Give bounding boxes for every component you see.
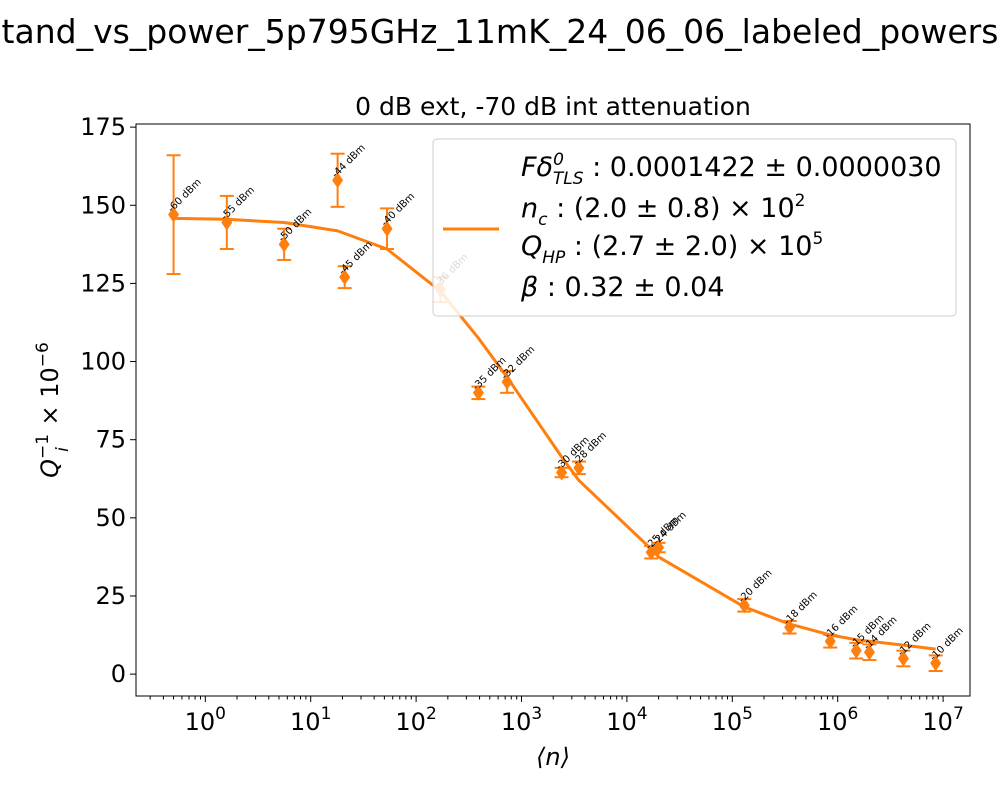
legend-line-ftls: Fδ0 TLS : 0.0001422 ± 0.0000030 (521, 150, 942, 189)
diamond-marker (278, 236, 290, 253)
y-tick-label: 50 (95, 504, 126, 532)
legend-line-nc: nc : (2.0 ± 0.8) × 102 (521, 191, 805, 230)
y-axis-label-sub: i (53, 447, 73, 452)
legend-nc-value: : (2.0 ± 0.8) × 10 (547, 193, 794, 224)
diamond-marker (738, 597, 750, 614)
x-tick-label: 100 (185, 704, 226, 736)
diamond-marker (930, 655, 942, 672)
y-axis: 0 25 50 75 100 125 150 175 (80, 113, 136, 688)
diamond-marker (824, 633, 836, 650)
x-tick-label: 102 (395, 704, 436, 736)
legend-ftls-main: Fδ (521, 152, 553, 183)
y-tick-label: 75 (95, 426, 126, 454)
diamond-marker (556, 464, 568, 481)
y-axis-label-tail-sup: −6 (33, 342, 53, 367)
legend-beta-main: β (520, 272, 538, 303)
y-axis-label-main: Q (36, 459, 64, 478)
y-axis-label-tail: × 10 (36, 367, 64, 433)
diamond-marker (897, 650, 909, 667)
x-tick-label: 104 (606, 704, 647, 736)
legend-line-qhp: QHP : (2.7 ± 2.0) × 105 (521, 229, 823, 268)
diamond-marker (653, 539, 665, 556)
y-tick-label: 150 (80, 191, 126, 219)
point-label: -10 dBm (928, 625, 966, 663)
x-tick-label: 106 (817, 704, 858, 736)
legend-qhp-main: Q (521, 231, 542, 262)
point-label: -12 dBm (896, 621, 934, 659)
data-point: -40 dBm (379, 191, 417, 251)
diamond-marker (850, 642, 862, 659)
point-label: -40 dBm (379, 191, 417, 229)
legend-qhp-exp: 5 (812, 229, 823, 249)
x-tick-label: 103 (501, 704, 542, 736)
diamond-marker (863, 644, 875, 661)
point-label: -24 dBm (651, 510, 689, 548)
legend-box (432, 138, 957, 317)
diamond-marker (501, 373, 513, 390)
x-axis-label: ⟨n⟩ (536, 743, 570, 771)
diamond-marker (381, 220, 393, 237)
fit-curve (173, 216, 936, 651)
x-tick-label: 107 (922, 704, 963, 736)
legend-line-beta: β : 0.32 ± 0.04 (520, 272, 725, 303)
x-axis: 100 101 102 103 104 105 106 107 (149, 696, 964, 736)
data-point: -60 dBm (166, 154, 204, 276)
y-axis-label: Q−1i × 10−6 (33, 342, 73, 478)
diamond-marker (221, 214, 233, 231)
data-point: -50 dBm (277, 207, 314, 261)
point-label: -55 dBm (219, 185, 257, 223)
point-label: -20 dBm (737, 568, 775, 606)
point-label: -45 dBm (337, 239, 375, 277)
diamond-marker (573, 459, 585, 476)
data-point: -20 dBm (737, 568, 775, 614)
legend-ftls-sup: 0 (553, 150, 564, 170)
y-axis-label-sup: −1 (33, 434, 53, 459)
data-point: -55 dBm (219, 185, 257, 251)
legend-beta-value: : 0.32 ± 0.04 (538, 272, 724, 303)
data-point: -45 dBm (337, 239, 375, 290)
legend-ftls-sub: TLS (553, 169, 584, 189)
legend-qhp-sub: HP (542, 248, 566, 268)
y-tick-label: 125 (80, 269, 126, 297)
point-label: -18 dBm (782, 590, 820, 628)
legend-nc-sub: c (538, 210, 548, 230)
diamond-marker (168, 206, 180, 223)
legend-nc-main: n (521, 193, 538, 224)
y-tick-label: 25 (95, 582, 126, 610)
legend-qhp-value: : (2.7 ± 2.0) × 10 (565, 231, 812, 262)
chart-title: 0 dB ext, -70 dB int attenuation (355, 92, 751, 121)
diamond-marker (339, 269, 351, 286)
diamond-marker (784, 619, 796, 636)
y-tick-label: 175 (80, 113, 126, 141)
data-point: -32 dBm (499, 344, 537, 394)
point-label: -60 dBm (166, 177, 204, 215)
diamond-marker (332, 172, 344, 189)
legend: Fδ0 TLS : 0.0001422 ± 0.0000030 nc : (2.0… (432, 138, 957, 317)
x-tick-label: 105 (712, 704, 753, 736)
x-tick-label: 101 (290, 704, 331, 736)
legend-nc-exp: 2 (795, 191, 806, 211)
figure-suptitle: tand_vs_power_5p795GHz_11mK_24_06_06_lab… (2, 12, 999, 51)
legend-ftls-value: : 0.0001422 ± 0.0000030 (584, 152, 942, 183)
y-tick-label: 100 (80, 348, 126, 376)
point-label: -44 dBm (330, 143, 368, 181)
y-tick-label: 0 (111, 660, 126, 688)
data-point: -44 dBm (330, 143, 368, 208)
diamond-marker (472, 384, 484, 401)
